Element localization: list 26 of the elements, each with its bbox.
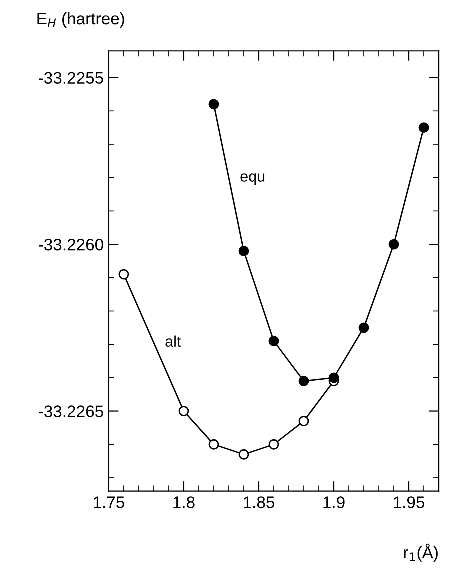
point — [418, 122, 430, 134]
point — [298, 376, 310, 386]
y-tick-label: -33.2260 — [39, 238, 104, 251]
point — [358, 322, 370, 334]
point — [268, 439, 280, 450]
point — [328, 372, 340, 384]
series-label: alt — [166, 336, 182, 348]
x-tick-label: 1.85 — [244, 496, 275, 508]
point — [268, 336, 280, 346]
point — [208, 99, 220, 110]
point — [178, 406, 190, 416]
x-tick-label: 1.75 — [94, 496, 124, 508]
x-tick-label: 1.9 — [324, 496, 345, 508]
point — [298, 416, 310, 426]
y-tick-label: -33.2265 — [39, 406, 104, 418]
x-tick-label: 1.8 — [174, 496, 195, 508]
point — [388, 239, 400, 250]
point — [208, 439, 220, 450]
x-axis-title: r$_{1}$(Å) — [404, 544, 438, 562]
y-axis-title: E$_{H}$ (hartree) — [38, 12, 124, 28]
y-tick-label: -33.2255 — [39, 72, 104, 84]
point — [238, 449, 250, 460]
x-tick-label: 1.95 — [394, 496, 425, 508]
point — [118, 269, 130, 280]
point — [238, 246, 250, 256]
series-label: equ — [240, 174, 265, 185]
